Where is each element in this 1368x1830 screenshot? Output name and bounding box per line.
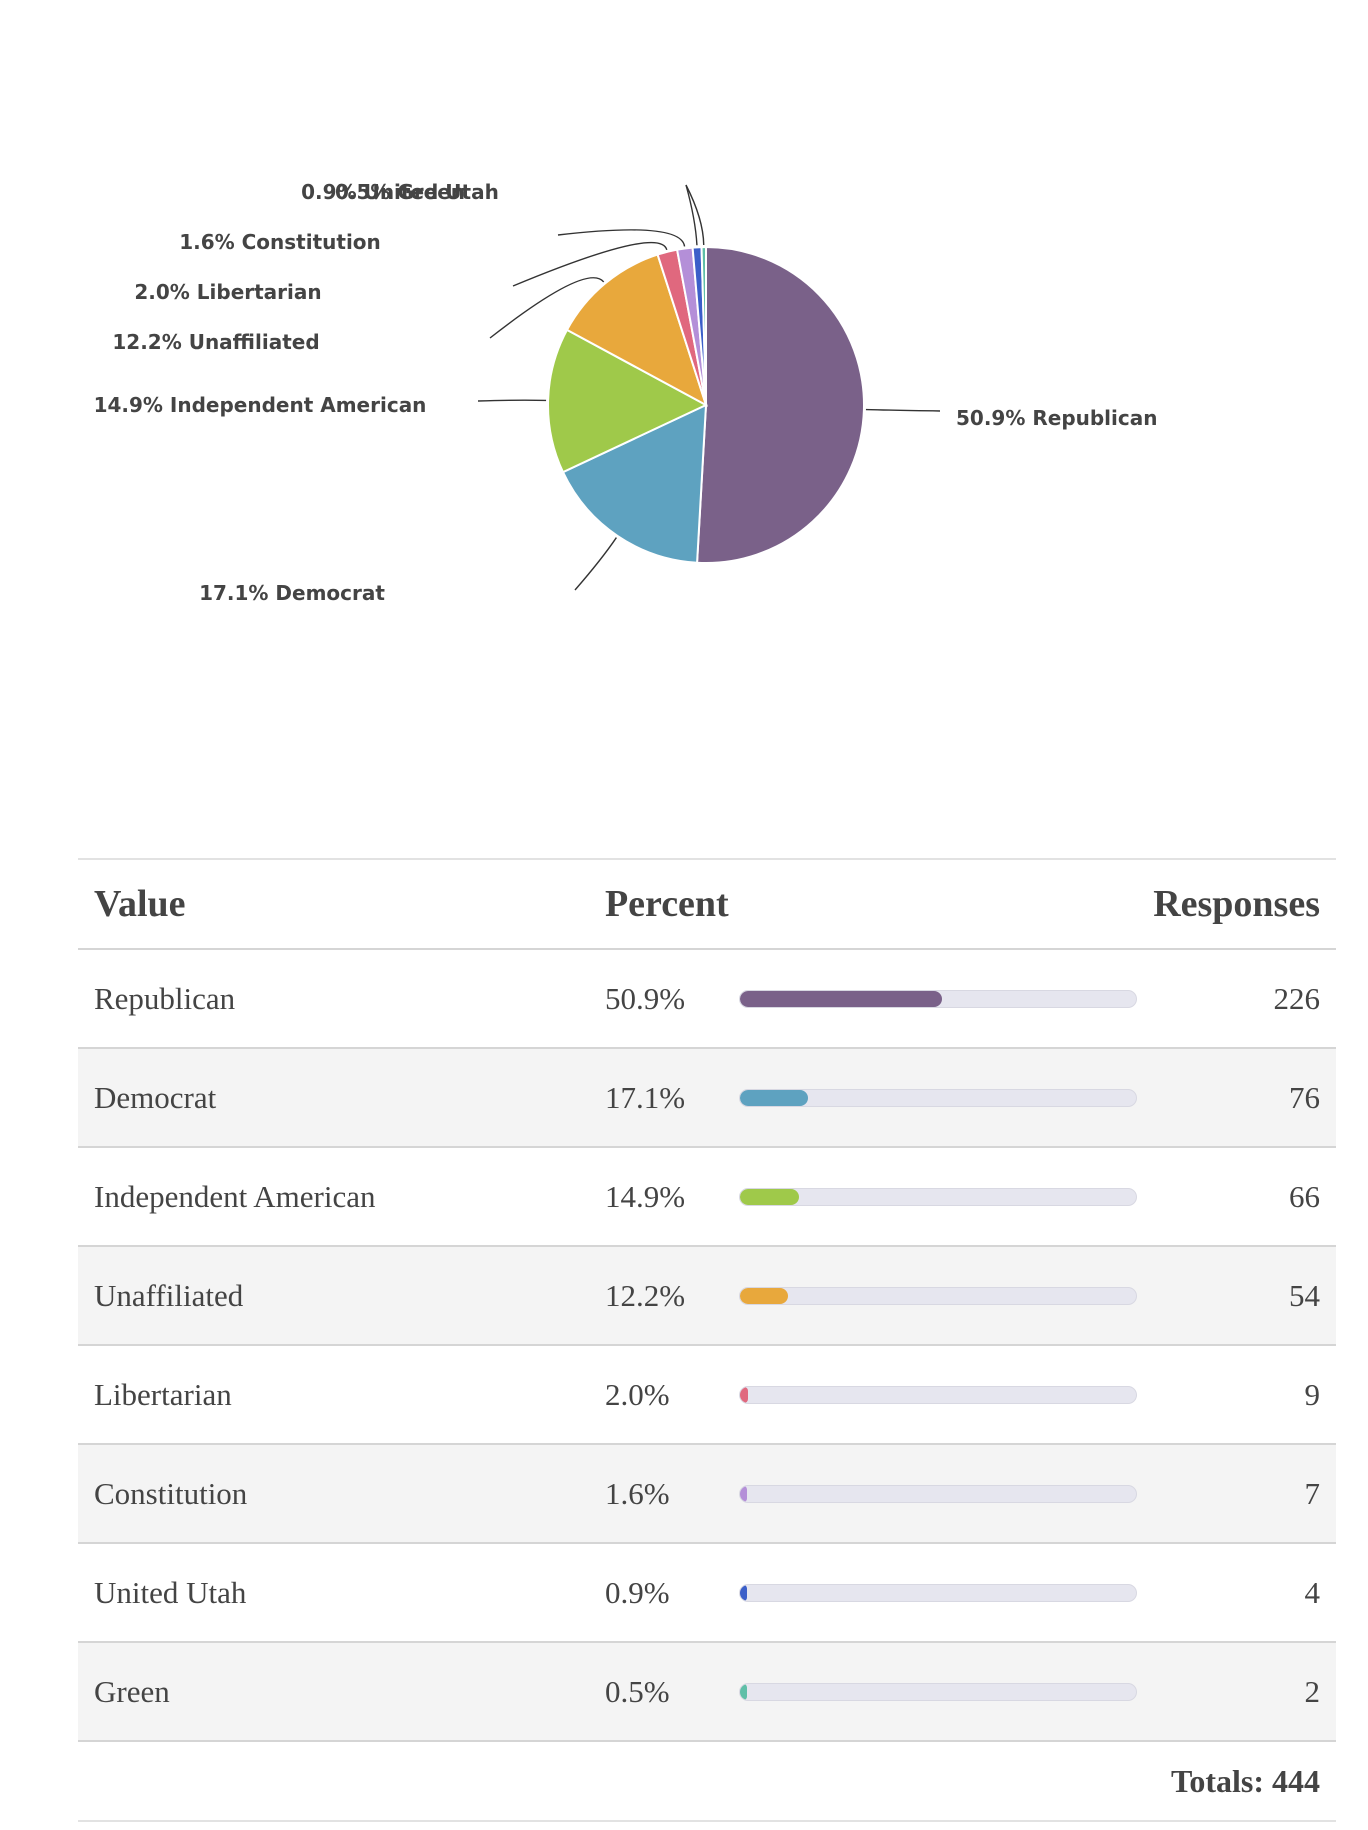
pie-slice-label: 12.2% Unaffiliated <box>112 330 319 354</box>
pie-slice-label: 2.0% Libertarian <box>134 280 321 304</box>
header-percent: Percent <box>588 858 1138 950</box>
percent-bar-fill <box>740 1386 749 1403</box>
percent-bar-fill <box>740 990 942 1007</box>
pie-slice-independent-american <box>547 328 709 474</box>
pie-slice-label: 14.9% Independent American <box>94 393 427 417</box>
row-value: Constitution <box>78 1444 589 1544</box>
row-bar-cell <box>739 1345 1138 1445</box>
row-responses: 54 <box>1137 1246 1336 1346</box>
table-row: Libertarian 2.0% 9 <box>78 1345 1336 1445</box>
row-value: Unaffiliated <box>78 1246 589 1346</box>
table-row: Green 0.5% 2 <box>78 1642 1336 1742</box>
percent-bar-fill <box>740 1287 789 1304</box>
row-responses: 226 <box>1137 949 1336 1049</box>
pie-slice-green <box>700 245 707 406</box>
pie-chart: 50.9% Republican 17.1% Democrat 14.9% Inde… <box>0 0 1368 800</box>
pie-slice-label: 0.9% United Utah <box>301 180 499 204</box>
row-responses: 66 <box>1137 1147 1336 1247</box>
pie-leader-line <box>574 537 617 591</box>
pie-slice-label: 17.1% Democrat <box>199 581 385 605</box>
percent-bar-track <box>739 1583 1138 1602</box>
pie-slice-democrat <box>561 403 708 564</box>
results-table: Value Percent Responses Republican 50.9% 2… <box>78 858 1336 1822</box>
row-bar-cell <box>739 1543 1138 1643</box>
row-bar-cell <box>739 1642 1138 1742</box>
pie-chart-svg: 50.9% Republican 17.1% Democrat 14.9% Inde… <box>94 180 1158 605</box>
row-value: Green <box>78 1642 589 1742</box>
row-value: Libertarian <box>78 1345 589 1445</box>
row-bar-cell <box>739 949 1138 1049</box>
pie-slice-label: 1.6% Constitution <box>179 230 381 254</box>
percent-bar-track <box>739 1484 1138 1503</box>
pie-leader-line <box>489 277 605 339</box>
table-row: Independent American 14.9% 66 <box>78 1147 1336 1247</box>
percent-bar-fill <box>740 1188 800 1205</box>
header-value: Value <box>78 858 589 950</box>
pie-leader-line <box>512 241 668 287</box>
pie-slice-republican <box>696 245 865 564</box>
row-percent: 2.0% <box>588 1345 740 1445</box>
pie-leader-line <box>685 184 698 246</box>
row-responses: 76 <box>1137 1048 1336 1148</box>
pie-slice-unaffiliated <box>565 253 708 408</box>
row-percent: 50.9% <box>588 949 740 1049</box>
pie-slice-label: 50.9% Republican <box>956 406 1157 430</box>
table-row: United Utah 0.9% 4 <box>78 1543 1336 1643</box>
percent-bar-track <box>739 1088 1138 1107</box>
table-row: Constitution 1.6% 7 <box>78 1444 1336 1544</box>
pie-leader-line <box>557 229 686 247</box>
table-row: Unaffiliated 12.2% 54 <box>78 1246 1336 1346</box>
row-bar-cell <box>739 1048 1138 1148</box>
percent-bar-track <box>739 1682 1138 1701</box>
row-percent: 12.2% <box>588 1246 740 1346</box>
percent-bar-fill <box>740 1089 808 1106</box>
row-responses: 9 <box>1137 1345 1336 1445</box>
percent-bar-track <box>739 1187 1138 1206</box>
table-header-row: Value Percent Responses <box>78 858 1336 950</box>
row-percent: 14.9% <box>588 1147 740 1247</box>
table-row: Democrat 17.1% 76 <box>78 1048 1336 1148</box>
pie-leader-line <box>685 184 705 246</box>
row-responses: 4 <box>1137 1543 1336 1643</box>
row-percent: 1.6% <box>588 1444 740 1544</box>
percent-bar-fill <box>740 1584 747 1601</box>
percent-bar-track <box>739 989 1138 1008</box>
row-percent: 17.1% <box>588 1048 740 1148</box>
row-bar-cell <box>739 1444 1138 1544</box>
totals-row: Totals: 444 <box>78 1741 1336 1822</box>
percent-bar-track <box>739 1286 1138 1305</box>
row-responses: 2 <box>1137 1642 1336 1742</box>
row-value: Republican <box>78 949 589 1049</box>
row-value: Independent American <box>78 1147 589 1247</box>
totals-label: Totals: 444 <box>78 1741 1336 1822</box>
pie-leader-line <box>477 399 547 402</box>
row-value: Democrat <box>78 1048 589 1148</box>
percent-bar-track <box>739 1385 1138 1404</box>
table-row: Republican 50.9% 226 <box>78 949 1336 1049</box>
pie-slice-label: 0.5% Green <box>335 180 465 204</box>
header-responses: Responses <box>1137 858 1336 950</box>
row-percent: 0.9% <box>588 1543 740 1643</box>
row-value: United Utah <box>78 1543 589 1643</box>
row-responses: 7 <box>1137 1444 1336 1544</box>
percent-bar-fill <box>740 1683 747 1700</box>
percent-bar-fill <box>740 1485 747 1502</box>
pie-leader-line <box>865 408 941 412</box>
row-percent: 0.5% <box>588 1642 740 1742</box>
row-bar-cell <box>739 1246 1138 1346</box>
row-bar-cell <box>739 1147 1138 1247</box>
